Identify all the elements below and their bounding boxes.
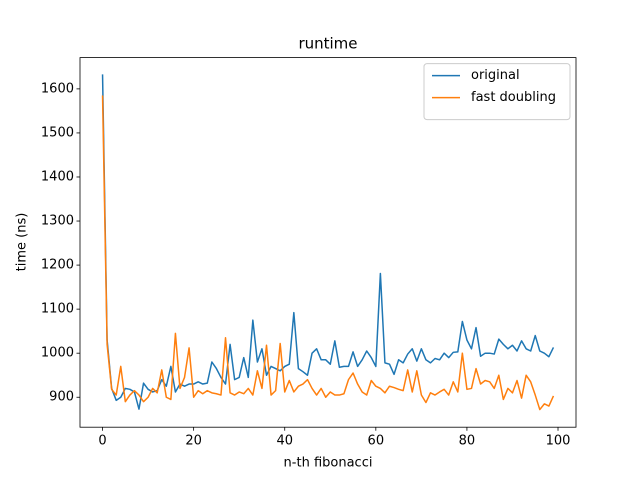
y-tick-label: 1100 [41,302,74,317]
x-tick-label: 20 [185,434,202,449]
x-tick-label: 100 [546,434,571,449]
legend-label: original [471,68,520,83]
axes-frame [79,57,577,428]
y-tick-label: 1400 [41,169,74,184]
y-tick-label: 1200 [41,258,74,273]
x-axis-label: n-th fibonacci [284,456,373,471]
y-axis-label: time (ns) [15,213,30,272]
x-tick-label: 0 [98,434,106,449]
y-tick-label: 1300 [41,214,74,229]
x-tick-label: 40 [276,434,293,449]
y-tick-label: 1000 [41,346,74,361]
y-tick-label: 900 [49,390,74,405]
y-tick-label: 1500 [41,125,74,140]
plot-area [101,74,555,411]
legend-box [423,63,571,121]
x-tick-label: 80 [459,434,476,449]
legend-label: fast doubling [471,90,556,105]
legend: original fast doubling [423,63,571,121]
series-line [101,74,555,410]
series-line [101,95,555,411]
x-tick-label: 60 [368,434,385,449]
y-tick-label: 1600 [41,81,74,96]
chart-title: runtime [298,35,357,53]
